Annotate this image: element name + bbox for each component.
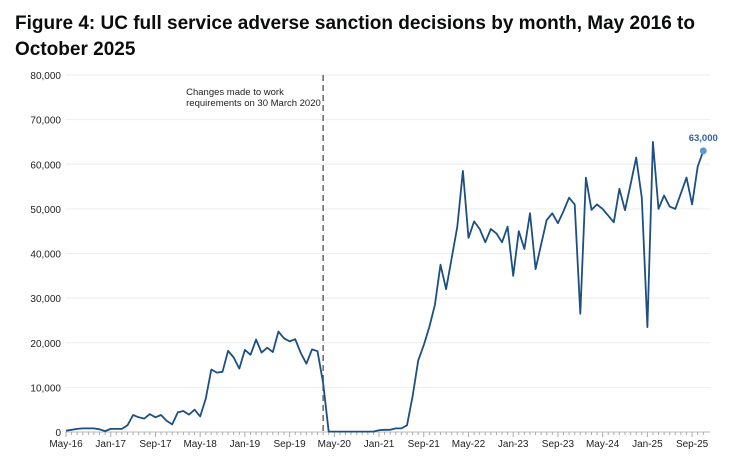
x-tick-label: May-22 <box>452 439 486 450</box>
x-tick-label: Jan-21 <box>364 439 395 450</box>
x-tick-label: Sep-21 <box>408 439 441 450</box>
y-tick-label: 50,000 <box>30 205 61 216</box>
x-tick-label: Jan-19 <box>230 439 261 450</box>
y-tick-label: 0 <box>55 428 61 439</box>
y-tick-label: 10,000 <box>30 383 61 394</box>
y-tick-label: 20,000 <box>30 339 61 350</box>
x-tick-label: Sep-23 <box>542 439 575 450</box>
y-tick-label: 80,000 <box>30 71 61 82</box>
x-tick-label: May-24 <box>586 439 620 450</box>
annotation-text: requirements on 30 March 2020 <box>186 98 321 109</box>
data-line <box>65 141 705 433</box>
chart-title: Figure 4: UC full service adverse sancti… <box>15 13 695 60</box>
x-tick-label: Sep-17 <box>139 439 172 450</box>
y-tick-label: 60,000 <box>30 160 61 171</box>
data-label: 63,000 <box>689 133 718 144</box>
last-data-point <box>699 147 707 155</box>
x-tick-label: May-16 <box>49 439 83 450</box>
y-tick-label: 40,000 <box>30 250 61 261</box>
x-tick-label: Jan-25 <box>632 439 663 450</box>
x-tick-label: Sep-19 <box>273 439 306 450</box>
y-tick-label: 30,000 <box>30 294 61 305</box>
y-tick-label: 70,000 <box>30 116 61 127</box>
x-tick-label: May-20 <box>318 439 352 450</box>
annotation-text: Changes made to work <box>186 87 284 98</box>
x-tick-label: Jan-23 <box>498 439 529 450</box>
x-tick-label: Jan-17 <box>95 439 126 450</box>
x-tick-label: May-18 <box>183 439 217 450</box>
x-tick-label: Sep-25 <box>676 439 709 450</box>
